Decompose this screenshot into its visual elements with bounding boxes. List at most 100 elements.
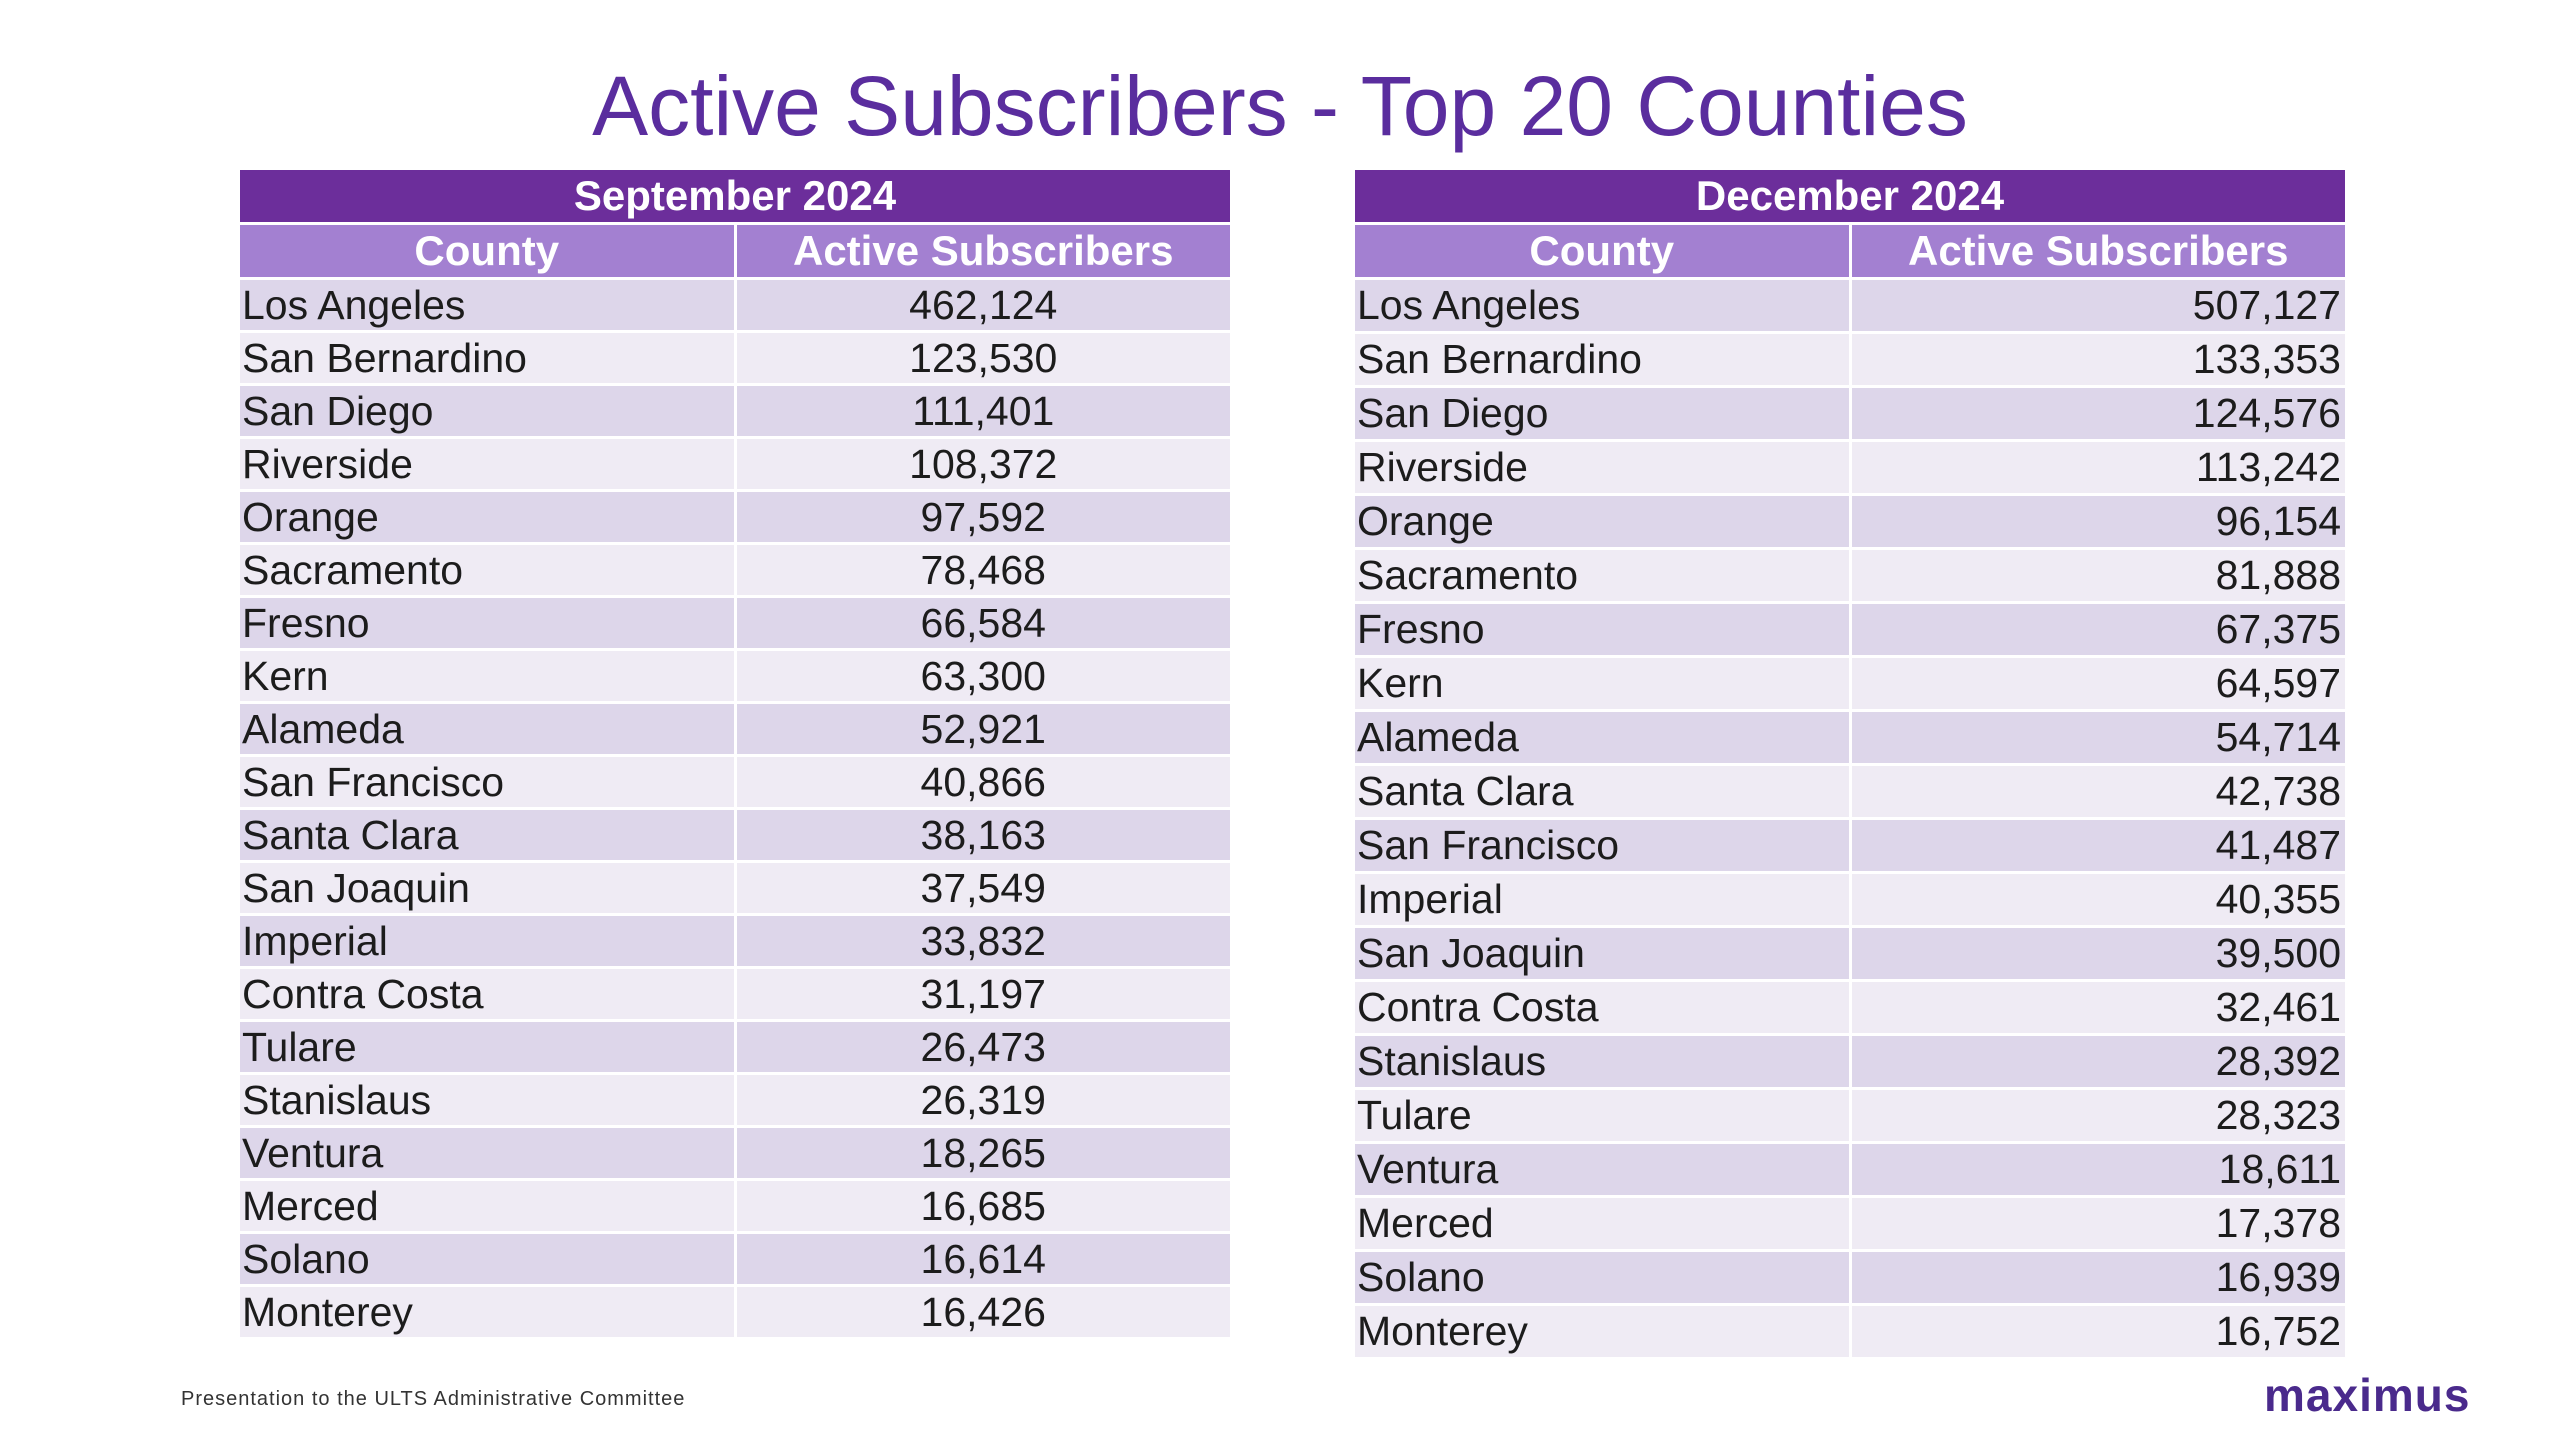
- table-row: San Francisco 40,866: [240, 754, 1230, 809]
- county-cell: Orange: [240, 489, 735, 544]
- table-row: San Bernardino 133,353: [1355, 331, 2345, 387]
- table-row: Fresno 66,584: [240, 595, 1230, 650]
- county-cell: San Joaquin: [240, 860, 735, 915]
- table-row: San Bernardino 123,530: [240, 330, 1230, 385]
- subscriber-count-cell: 52,921: [733, 701, 1230, 756]
- subscriber-count-cell: 96,154: [1848, 493, 2345, 549]
- subscriber-count-cell: 16,752: [1848, 1303, 2345, 1357]
- table-row: Los Angeles 462,124: [240, 277, 1230, 332]
- subscriber-count-cell: 81,888: [1848, 547, 2345, 603]
- subscriber-count-cell: 66,584: [733, 595, 1230, 650]
- county-cell: Riverside: [1355, 439, 1850, 495]
- county-cell: Ventura: [1355, 1141, 1850, 1197]
- county-cell: Solano: [240, 1231, 735, 1286]
- active-subscribers-column-header: Active Subscribers: [733, 222, 1230, 279]
- subscriber-count-cell: 40,866: [733, 754, 1230, 809]
- table-body: Los Angeles 507,127 San Bernardino 133,353 S…: [1355, 277, 2345, 1357]
- subscriber-count-cell: 78,468: [733, 542, 1230, 597]
- county-cell: Monterey: [240, 1284, 735, 1337]
- table-row: Kern 63,300: [240, 648, 1230, 703]
- subscriber-count-cell: 31,197: [733, 966, 1230, 1021]
- table-row: Monterey 16,426: [240, 1284, 1230, 1337]
- subscriber-count-cell: 28,323: [1848, 1087, 2345, 1143]
- county-cell: Sacramento: [1355, 547, 1850, 603]
- table-row: Monterey 16,752: [1355, 1303, 2345, 1357]
- county-cell: Los Angeles: [1355, 277, 1850, 333]
- table-row: Imperial 33,832: [240, 913, 1230, 968]
- table-row: Merced 17,378: [1355, 1195, 2345, 1251]
- subscriber-count-cell: 26,319: [733, 1072, 1230, 1127]
- subscriber-count-cell: 64,597: [1848, 655, 2345, 711]
- county-cell: Imperial: [240, 913, 735, 968]
- subscriber-count-cell: 507,127: [1848, 277, 2345, 333]
- county-cell: Fresno: [1355, 601, 1850, 657]
- county-cell: Alameda: [240, 701, 735, 756]
- subscriber-count-cell: 67,375: [1848, 601, 2345, 657]
- county-cell: Kern: [1355, 655, 1850, 711]
- table-row: Contra Costa 32,461: [1355, 979, 2345, 1035]
- subscriber-count-cell: 26,473: [733, 1019, 1230, 1074]
- table-row: Alameda 52,921: [240, 701, 1230, 756]
- table-row: Tulare 26,473: [240, 1019, 1230, 1074]
- county-cell: Monterey: [1355, 1303, 1850, 1357]
- county-cell: Kern: [240, 648, 735, 703]
- table-row: Solano 16,939: [1355, 1249, 2345, 1305]
- subscriber-count-cell: 37,549: [733, 860, 1230, 915]
- county-cell: Los Angeles: [240, 277, 735, 332]
- subscriber-count-cell: 39,500: [1848, 925, 2345, 981]
- footer-text: Presentation to the ULTS Administrative …: [181, 1388, 686, 1410]
- table-row: Solano 16,614: [240, 1231, 1230, 1286]
- table-row: Santa Clara 42,738: [1355, 763, 2345, 819]
- subscriber-count-cell: 38,163: [733, 807, 1230, 862]
- table-row: Orange 96,154: [1355, 493, 2345, 549]
- table-row: Alameda 54,714: [1355, 709, 2345, 765]
- subscriber-count-cell: 16,685: [733, 1178, 1230, 1233]
- period-header: September 2024: [240, 170, 1230, 224]
- county-cell: Solano: [1355, 1249, 1850, 1305]
- table-row: Sacramento 81,888: [1355, 547, 2345, 603]
- table-row: San Joaquin 39,500: [1355, 925, 2345, 981]
- subscriber-count-cell: 28,392: [1848, 1033, 2345, 1089]
- table-row: Riverside 108,372: [240, 436, 1230, 491]
- table-row: Santa Clara 38,163: [240, 807, 1230, 862]
- active-subscribers-column-header: Active Subscribers: [1848, 222, 2345, 279]
- county-cell: Sacramento: [240, 542, 735, 597]
- table-body: Los Angeles 462,124 San Bernardino 123,530 S…: [240, 277, 1230, 1337]
- table-row: San Diego 111,401: [240, 383, 1230, 438]
- county-cell: Merced: [240, 1178, 735, 1233]
- subscriber-count-cell: 40,355: [1848, 871, 2345, 927]
- table-row: Kern 64,597: [1355, 655, 2345, 711]
- subscriber-count-cell: 113,242: [1848, 439, 2345, 495]
- table-row: Orange 97,592: [240, 489, 1230, 544]
- table-row: Stanislaus 26,319: [240, 1072, 1230, 1127]
- table-row: Imperial 40,355: [1355, 871, 2345, 927]
- county-cell: San Diego: [240, 383, 735, 438]
- subscriber-count-cell: 16,939: [1848, 1249, 2345, 1305]
- county-cell: Alameda: [1355, 709, 1850, 765]
- county-cell: Fresno: [240, 595, 735, 650]
- county-cell: Santa Clara: [1355, 763, 1850, 819]
- county-cell: Imperial: [1355, 871, 1850, 927]
- county-cell: Tulare: [1355, 1087, 1850, 1143]
- subscriber-count-cell: 111,401: [733, 383, 1230, 438]
- september-2024-table: September 2024 County Active Subscribers…: [240, 170, 1230, 1337]
- subscriber-count-cell: 54,714: [1848, 709, 2345, 765]
- subscriber-count-cell: 17,378: [1848, 1195, 2345, 1251]
- county-cell: Riverside: [240, 436, 735, 491]
- table-row: Tulare 28,323: [1355, 1087, 2345, 1143]
- table-row: Stanislaus 28,392: [1355, 1033, 2345, 1089]
- county-cell: Merced: [1355, 1195, 1850, 1251]
- subscriber-count-cell: 462,124: [733, 277, 1230, 332]
- period-header: December 2024: [1355, 170, 2345, 224]
- county-cell: Tulare: [240, 1019, 735, 1074]
- subscriber-count-cell: 124,576: [1848, 385, 2345, 441]
- county-cell: Contra Costa: [240, 966, 735, 1021]
- subscriber-count-cell: 32,461: [1848, 979, 2345, 1035]
- county-cell: San Bernardino: [1355, 331, 1850, 387]
- subscriber-count-cell: 16,426: [733, 1284, 1230, 1337]
- table-row: Los Angeles 507,127: [1355, 277, 2345, 333]
- page-title: Active Subscribers - Top 20 Counties: [592, 59, 1968, 153]
- table-row: San Francisco 41,487: [1355, 817, 2345, 873]
- county-cell: Ventura: [240, 1125, 735, 1180]
- county-cell: Stanislaus: [240, 1072, 735, 1127]
